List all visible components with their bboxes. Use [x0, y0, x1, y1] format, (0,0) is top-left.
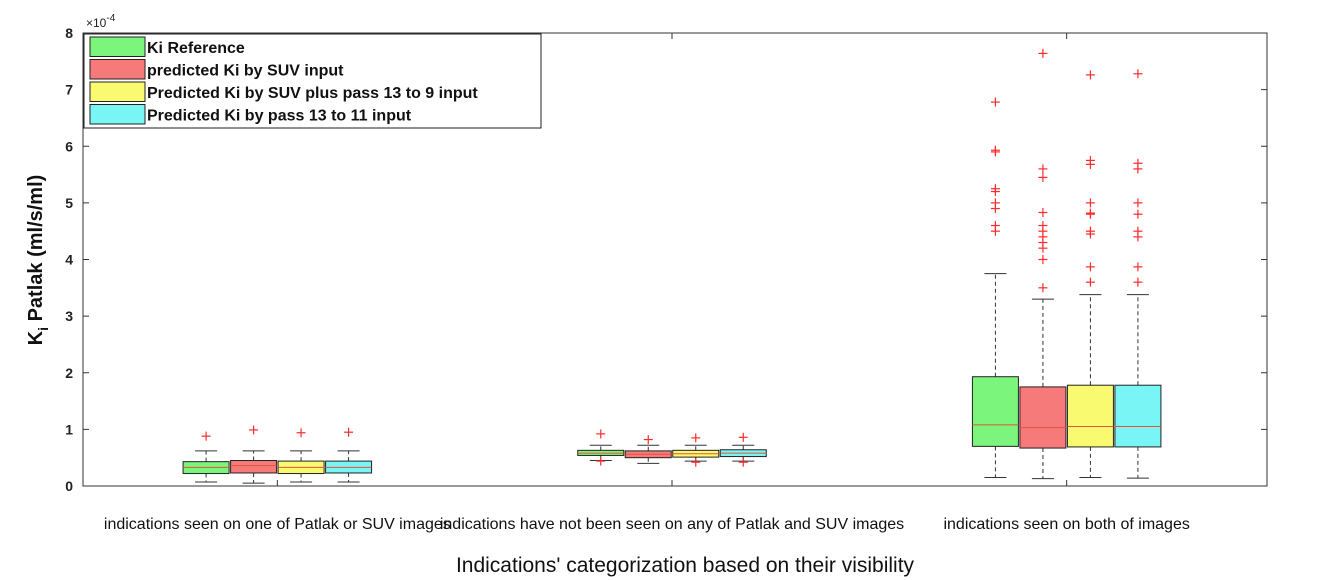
- y-tick-label: 7: [65, 82, 73, 98]
- outlier-marker: [1085, 226, 1095, 236]
- box-1-category-1: [182, 431, 230, 483]
- outlier-marker: [1133, 262, 1143, 272]
- y-multiplier-base: ×10: [86, 16, 107, 30]
- outlier-marker: [596, 429, 606, 439]
- outlier-marker: [990, 145, 1000, 155]
- outlier-marker: [1133, 158, 1143, 168]
- outlier-marker: [296, 428, 306, 438]
- y-axis-label: Ki Patlak (ml/s/ml): [25, 175, 51, 346]
- legend-swatch: [89, 59, 146, 80]
- legend-swatch: [89, 81, 146, 102]
- legend-entry-label: Predicted Ki by pass 13 to 11 input: [147, 108, 412, 125]
- outlier-marker: [1038, 172, 1048, 182]
- y-label-rest: Patlak (ml/s/ml): [25, 175, 47, 327]
- legend-swatch: [89, 104, 146, 125]
- box-3-category-3: [1066, 70, 1114, 479]
- boxes-layer: [182, 48, 1162, 484]
- box-2-category-3: [1019, 48, 1067, 480]
- box-body: [1066, 384, 1114, 448]
- category-label: indications have not been seen on any of…: [440, 516, 904, 533]
- outlier-marker: [990, 221, 1000, 231]
- labels-layer: 0 1 2 3 4 5 6 7 8 indications seen on one of Patl…: [65, 25, 1190, 533]
- legend-frame: [83, 33, 542, 129]
- category-label: indications seen on one of Patlak or SUV…: [104, 516, 451, 533]
- box-3-category-2: [672, 433, 720, 467]
- legend: Ki Reference predicted Ki by SUV input Pre…: [83, 33, 542, 129]
- outlier-marker: [1085, 208, 1095, 218]
- axes-layer: [82, 32, 1268, 487]
- legend-swatch: [89, 36, 146, 57]
- outlier-marker: [1085, 277, 1095, 287]
- outlier-marker: [1038, 283, 1048, 293]
- outlier-marker: [1038, 255, 1048, 264]
- box-2-category-2: [624, 435, 672, 464]
- category-label: indications seen on both of images: [943, 516, 1189, 533]
- box-4-category-1: [325, 427, 373, 483]
- box-3-category-1: [277, 428, 325, 483]
- outlier-marker: [990, 97, 1000, 107]
- y-tick-label: 6: [65, 138, 73, 154]
- box-2-category-1: [230, 425, 278, 484]
- outlier-marker: [249, 425, 259, 435]
- outlier-marker: [344, 427, 354, 437]
- box-body: [971, 376, 1019, 447]
- y-tick-label: 2: [65, 365, 73, 381]
- y-tick-label: 0: [65, 478, 73, 494]
- y-label-main: K: [25, 330, 47, 345]
- y-tick-label: 3: [65, 308, 73, 324]
- outlier-marker: [1133, 277, 1143, 287]
- outlier-marker: [1133, 226, 1143, 236]
- outlier-marker: [1133, 209, 1143, 219]
- outlier-marker: [1038, 164, 1048, 174]
- box-4-category-3: [1114, 69, 1162, 479]
- outlier-marker: [1038, 208, 1048, 218]
- outlier-marker: [738, 432, 748, 442]
- y-multiplier-exponent: -4: [106, 13, 115, 24]
- outlier-marker: [643, 435, 653, 445]
- outlier-marker: [1133, 198, 1143, 208]
- box-4-category-2: [719, 432, 767, 467]
- outlier-marker: [1085, 155, 1095, 165]
- outlier-marker: [1085, 262, 1095, 272]
- y-tick-label: 4: [65, 252, 73, 268]
- outlier-marker: [990, 184, 1000, 194]
- box-1-category-2: [577, 429, 625, 466]
- legend-entry-label: Predicted Ki by SUV plus pass 13 to 9 in…: [147, 85, 478, 102]
- legend-entry-label: predicted Ki by SUV input: [147, 63, 344, 80]
- x-axis-label: Indications' categorization based on the…: [456, 554, 915, 577]
- outlier-marker: [1038, 48, 1048, 58]
- outlier-marker: [596, 456, 606, 466]
- outlier-marker: [691, 457, 701, 467]
- outlier-marker: [1038, 221, 1048, 231]
- outlier-marker: [201, 431, 211, 441]
- box-body: [1114, 384, 1162, 448]
- box-1-category-3: [971, 97, 1019, 479]
- legend-entry-label: Ki Reference: [147, 40, 245, 57]
- y-label-sub: i: [35, 327, 51, 331]
- outlier-marker: [990, 198, 1000, 208]
- y-tick-label: 5: [65, 195, 73, 211]
- y-axis-multiplier: ×10-4: [86, 13, 116, 30]
- outlier-marker: [1085, 70, 1095, 80]
- outlier-marker: [691, 433, 701, 443]
- box-body: [230, 460, 278, 474]
- box-body: [1019, 386, 1067, 449]
- outlier-marker: [1133, 69, 1143, 79]
- y-tick-label: 8: [65, 25, 73, 41]
- outlier-marker: [738, 457, 748, 467]
- y-tick-label: 1: [65, 421, 73, 437]
- outlier-marker: [1085, 198, 1095, 208]
